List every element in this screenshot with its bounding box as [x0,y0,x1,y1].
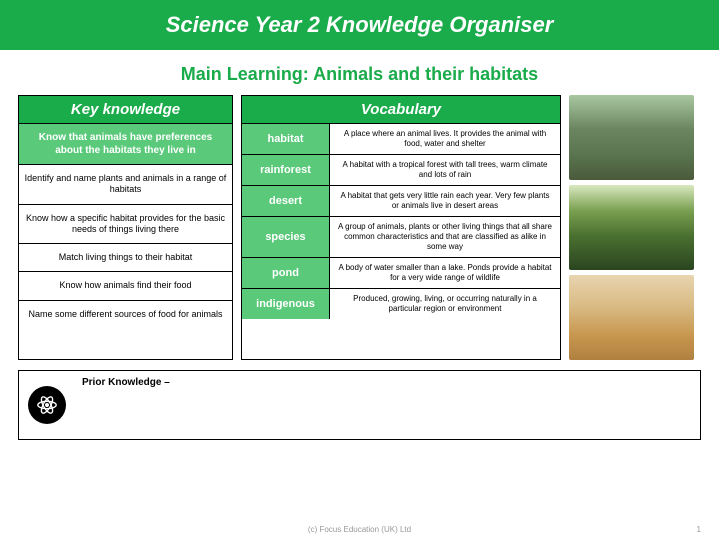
key-knowledge-item: Know how a specific habitat provides for… [19,205,232,245]
desert-image [569,275,694,360]
key-knowledge-item: Match living things to their habitat [19,244,232,272]
vocab-row: habitat A place where an animal lives. I… [242,124,560,155]
footer-copyright: (c) Focus Education (UK) Ltd [0,525,719,534]
vocab-term: desert [242,186,330,216]
key-knowledge-item: Identify and name plants and animals in … [19,165,232,205]
key-knowledge-item: Know how animals find their food [19,272,232,300]
key-knowledge-item: Name some different sources of food for … [19,301,232,328]
key-knowledge-header: Key knowledge [19,96,232,124]
vocab-definition: A group of animals, plants or other livi… [330,217,560,257]
vocab-row: rainforest A habitat with a tropical for… [242,155,560,186]
vocab-term: rainforest [242,155,330,185]
rainforest-image [569,185,694,270]
vocab-definition: A place where an animal lives. It provid… [330,124,560,154]
page-title: Science Year 2 Knowledge Organiser [166,12,554,37]
vocab-row: species A group of animals, plants or ot… [242,217,560,258]
vocab-definition: A body of water smaller than a lake. Pon… [330,258,560,288]
vocab-term: pond [242,258,330,288]
prior-knowledge-label: Prior Knowledge – [74,371,700,439]
key-knowledge-table: Key knowledge Know that animals have pre… [18,95,233,360]
prior-knowledge-box: Prior Knowledge – [18,370,701,440]
vocabulary-header: Vocabulary [242,96,560,124]
vocab-term: habitat [242,124,330,154]
vocab-term: indigenous [242,289,330,319]
title-bar: Science Year 2 Knowledge Organiser [0,0,719,50]
science-icon-container [19,371,74,439]
science-icon [28,386,66,424]
subtitle: Main Learning: Animals and their habitat… [0,50,719,95]
page-number: 1 [697,525,701,534]
vocab-definition: A habitat that gets very little rain eac… [330,186,560,216]
key-knowledge-emphasis: Know that animals have preferences about… [19,124,232,165]
vocabulary-table: Vocabulary habitat A place where an anim… [241,95,561,360]
vocab-term: species [242,217,330,257]
vocab-row: desert A habitat that gets very little r… [242,186,560,217]
vocab-definition: Produced, growing, living, or occurring … [330,289,560,319]
pond-image [569,95,694,180]
content-area: Key knowledge Know that animals have pre… [0,95,719,360]
vocab-row: pond A body of water smaller than a lake… [242,258,560,289]
vocab-row: indigenous Produced, growing, living, or… [242,289,560,319]
habitat-images [569,95,694,360]
vocab-definition: A habitat with a tropical forest with ta… [330,155,560,185]
